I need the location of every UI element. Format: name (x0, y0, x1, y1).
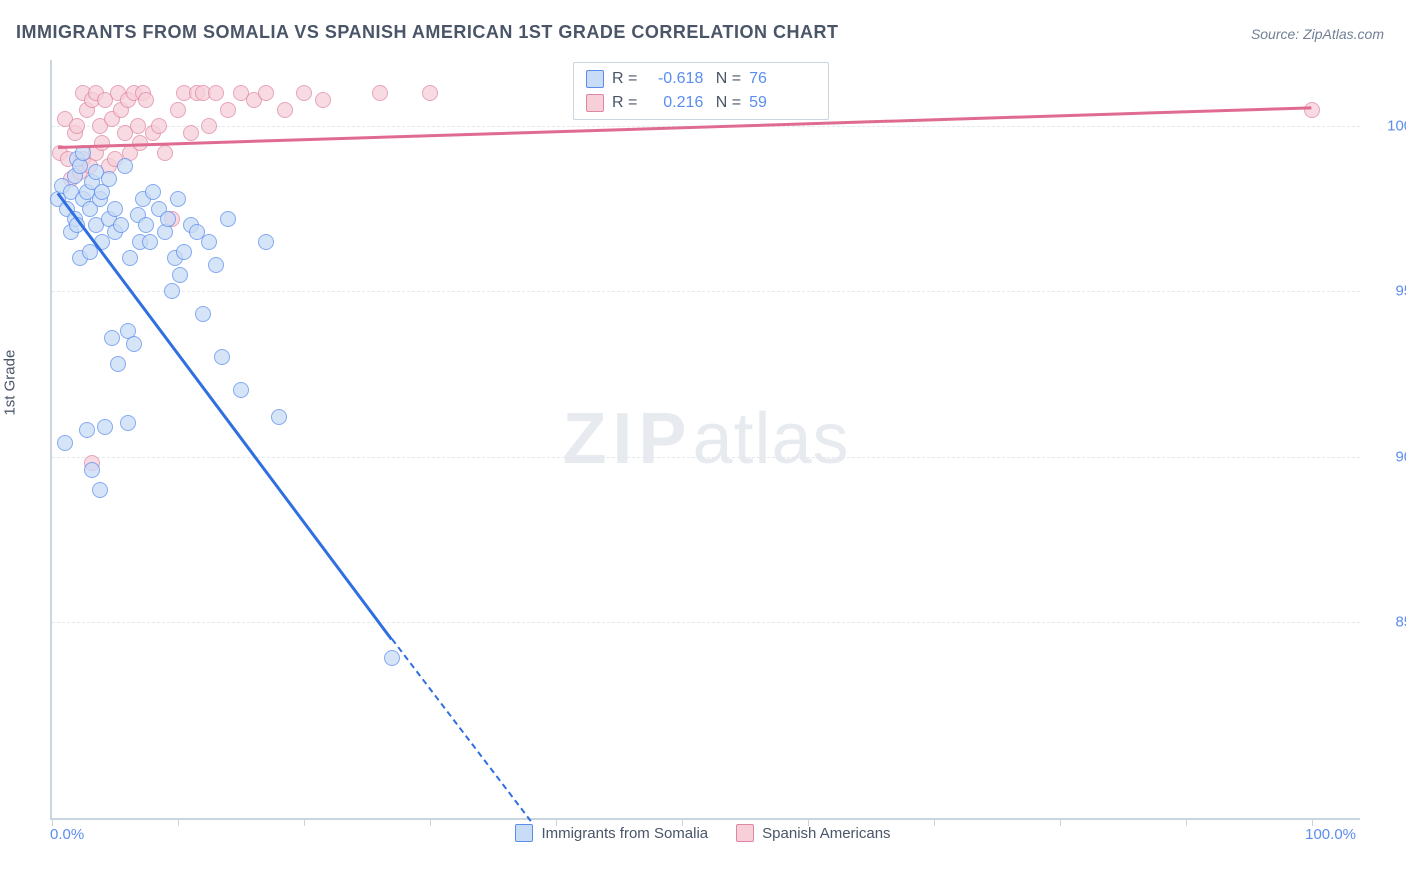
data-point-blue (120, 415, 136, 431)
data-point-blue (92, 482, 108, 498)
regression-extrapolation-blue (391, 639, 531, 822)
scatter-plot-area: ZIPatlas 100.0%95.0%90.0%85.0% (50, 60, 1360, 820)
gridline (52, 457, 1360, 458)
data-point-blue (384, 650, 400, 666)
data-point-pink (183, 125, 199, 141)
data-point-pink (277, 102, 293, 118)
data-point-blue (104, 330, 120, 346)
data-point-blue (170, 191, 186, 207)
gridline (52, 291, 1360, 292)
data-point-pink (220, 102, 236, 118)
data-point-blue (142, 234, 158, 250)
data-point-blue (122, 250, 138, 266)
data-point-blue (110, 356, 126, 372)
series-legend: Immigrants from Somalia Spanish American… (0, 824, 1406, 842)
data-point-pink (69, 118, 85, 134)
data-point-pink (138, 92, 154, 108)
source-attribution: Source: ZipAtlas.com (1251, 26, 1384, 42)
data-point-blue (220, 211, 236, 227)
chart-title: IMMIGRANTS FROM SOMALIA VS SPANISH AMERI… (16, 22, 839, 43)
watermark-text: ZIPatlas (562, 398, 849, 480)
data-point-pink (130, 118, 146, 134)
data-point-blue (57, 435, 73, 451)
data-point-blue (138, 217, 154, 233)
legend-r-label: R = (612, 70, 637, 88)
y-tick-label: 90.0% (1368, 448, 1406, 465)
data-point-pink (157, 145, 173, 161)
legend-r-blue: -0.618 (645, 70, 703, 88)
data-point-blue (176, 244, 192, 260)
data-point-blue (233, 382, 249, 398)
data-point-blue (117, 158, 133, 174)
y-tick-label: 95.0% (1368, 283, 1406, 300)
data-point-blue (172, 267, 188, 283)
data-point-pink (422, 85, 438, 101)
data-point-blue (126, 336, 142, 352)
swatch-pink (586, 94, 604, 112)
legend-r-label: R = (612, 94, 637, 112)
gridline (52, 622, 1360, 623)
data-point-pink (1304, 102, 1320, 118)
data-point-pink (201, 118, 217, 134)
data-point-blue (271, 409, 287, 425)
data-point-blue (214, 349, 230, 365)
legend-r-pink: 0.216 (645, 94, 703, 112)
regression-line-blue (57, 193, 393, 641)
data-point-pink (258, 85, 274, 101)
y-tick-label: 85.0% (1368, 613, 1406, 630)
watermark-bold: ZIP (562, 399, 692, 479)
data-point-pink (296, 85, 312, 101)
data-point-blue (258, 234, 274, 250)
data-point-pink (151, 118, 167, 134)
legend-row-blue: R = -0.618 N = 76 (582, 67, 820, 91)
legend-label-pink: Spanish Americans (762, 825, 890, 842)
correlation-legend: R = -0.618 N = 76 R = 0.216 N = 59 (573, 62, 829, 120)
data-point-pink (315, 92, 331, 108)
legend-n-label: N = (711, 70, 741, 88)
data-point-blue (97, 419, 113, 435)
data-point-blue (164, 283, 180, 299)
legend-n-blue: 76 (749, 70, 777, 88)
legend-row-pink: R = 0.216 N = 59 (582, 91, 820, 115)
swatch-blue-icon (515, 824, 533, 842)
data-point-blue (79, 422, 95, 438)
data-point-pink (170, 102, 186, 118)
watermark-light: atlas (692, 399, 849, 479)
data-point-blue (160, 211, 176, 227)
y-tick-label: 100.0% (1368, 118, 1406, 135)
data-point-blue (107, 201, 123, 217)
legend-n-label: N = (711, 94, 741, 112)
data-point-pink (94, 135, 110, 151)
data-point-pink (208, 85, 224, 101)
legend-item-blue: Immigrants from Somalia (515, 824, 708, 842)
data-point-blue (101, 171, 117, 187)
data-point-blue (208, 257, 224, 273)
swatch-blue (586, 70, 604, 88)
swatch-pink-icon (736, 824, 754, 842)
data-point-blue (113, 217, 129, 233)
data-point-blue (145, 184, 161, 200)
data-point-pink (372, 85, 388, 101)
legend-n-pink: 59 (749, 94, 777, 112)
data-point-blue (84, 462, 100, 478)
data-point-blue (195, 306, 211, 322)
data-point-blue (201, 234, 217, 250)
y-axis-title: 1st Grade (2, 350, 19, 416)
legend-label-blue: Immigrants from Somalia (541, 825, 708, 842)
legend-item-pink: Spanish Americans (736, 824, 890, 842)
